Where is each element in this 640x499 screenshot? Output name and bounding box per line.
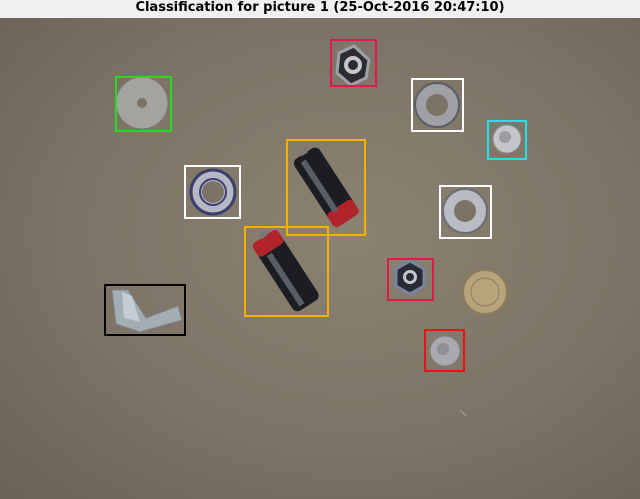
hex-nut-icon bbox=[335, 44, 371, 87]
coin-icon bbox=[492, 124, 522, 154]
washer-detection-box[interactable] bbox=[115, 76, 172, 132]
classification-image[interactable] bbox=[0, 18, 640, 499]
ring-nut-detection-box[interactable] bbox=[439, 185, 492, 239]
gold-coin-icon bbox=[462, 269, 508, 315]
battery-icon bbox=[293, 147, 359, 228]
hex-nut-detection-box[interactable] bbox=[387, 258, 434, 301]
hex-nut-detection-box[interactable] bbox=[330, 39, 377, 87]
battery-detection-box[interactable] bbox=[244, 226, 329, 317]
figure-title: Classification for picture 1 (25-Oct-201… bbox=[0, 0, 640, 18]
ring-nut-icon bbox=[414, 82, 460, 128]
scratch-mark bbox=[459, 409, 467, 417]
angle-bracket-detection-box[interactable] bbox=[104, 284, 186, 336]
ring-nut-detection-box[interactable] bbox=[411, 78, 464, 132]
battery-detection-box[interactable] bbox=[286, 139, 366, 236]
coin-icon bbox=[429, 335, 461, 367]
hex-nut-icon bbox=[394, 259, 426, 296]
ring-nut-icon bbox=[442, 188, 488, 234]
battery-icon bbox=[252, 229, 319, 312]
angle-bracket-icon bbox=[111, 289, 183, 333]
scene-svg bbox=[111, 44, 522, 417]
coin-detection-box[interactable] bbox=[424, 329, 465, 372]
ring-nut-icon bbox=[189, 168, 237, 216]
coin-detection-box[interactable] bbox=[487, 120, 527, 160]
ring-nut-detection-box[interactable] bbox=[184, 165, 241, 219]
